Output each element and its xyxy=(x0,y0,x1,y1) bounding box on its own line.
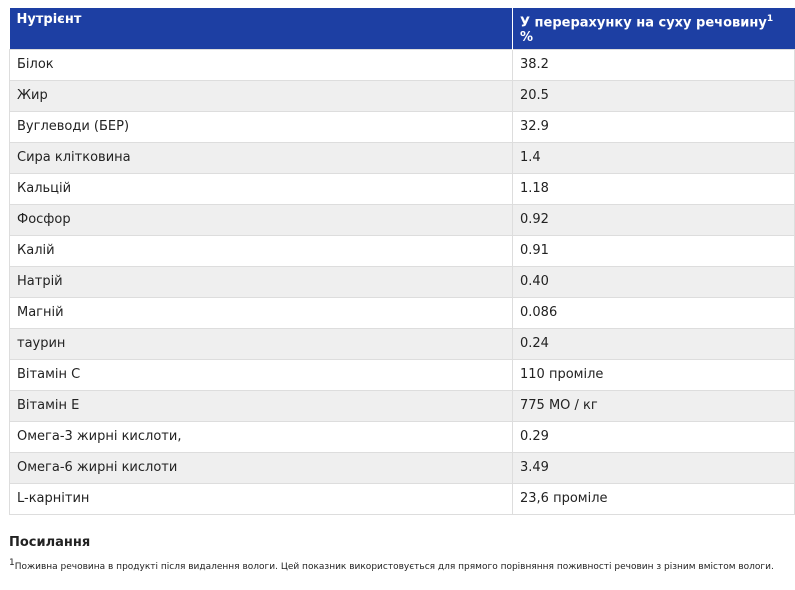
header-cell: Нутрієнт xyxy=(9,8,513,50)
table-row: Кальцій 1.18 xyxy=(9,173,795,206)
footnote-marker: 1 xyxy=(766,14,774,24)
nutrient-value: 0.24 xyxy=(512,328,795,361)
nutrient-value: 1.4 xyxy=(512,142,795,175)
nutrient-value: 20.5 xyxy=(512,80,795,113)
footnote-marker: 1 xyxy=(9,558,15,568)
header-cell: У перерахунку на суху речовину1% xyxy=(512,8,795,50)
nutrient-value: 775 МО / кг xyxy=(512,390,795,423)
nutrient-value: 1.18 xyxy=(512,173,795,206)
nutrient-name: Натрій xyxy=(9,266,513,299)
nutrient-name: Омега-6 жирні кислоти xyxy=(9,452,513,485)
nutrient-name: Омега-3 жирні кислоти, xyxy=(9,421,513,454)
nutrient-name: Фосфор xyxy=(9,204,513,237)
footnote: 1Поживна речовина в продукті після видал… xyxy=(9,558,789,572)
nutrient-value: 0.92 xyxy=(512,204,795,237)
header-text: У перерахунку на суху речовину xyxy=(520,15,767,31)
table-row: Вітамін С 110 проміле xyxy=(9,359,795,392)
nutrient-value: 0.40 xyxy=(512,266,795,299)
table-row: Сира клітковина 1.4 xyxy=(9,142,795,175)
nutrient-name: Вітамін Е xyxy=(9,390,513,423)
nutrient-name: Вуглеводи (БЕР) xyxy=(9,111,513,144)
nutrient-name: Жир xyxy=(9,80,513,113)
table-body: Білок 38.2 Жир 20.5 Вуглеводи (БЕР) 32.9 Сира … xyxy=(9,49,795,516)
nutrient-value: 0.086 xyxy=(512,297,795,330)
nutrient-value: 32.9 xyxy=(512,111,795,144)
nutrient-name: Білок xyxy=(9,49,513,82)
references: Посилання 1Поживна речовина в продукті п… xyxy=(9,535,789,572)
table-row: Білок 38.2 xyxy=(9,49,795,82)
table-row: Магній 0.086 xyxy=(9,297,795,330)
table-row: Натрій 0.40 xyxy=(9,266,795,299)
nutrient-name: L-карнітин xyxy=(9,483,513,516)
nutrient-value: 0.29 xyxy=(512,421,795,454)
header-unit: % xyxy=(520,30,534,46)
nutrient-table: Нутрієнт У перерахунку на суху речовину1… xyxy=(9,8,795,516)
nutrient-value: 110 проміле xyxy=(512,359,795,392)
table-row: Жир 20.5 xyxy=(9,80,795,113)
nutrient-value: 0.91 xyxy=(512,235,795,268)
table-row: L-карнітин 23,6 проміле xyxy=(9,483,795,516)
nutrient-value: 23,6 проміле xyxy=(512,483,795,516)
nutrient-name: Кальцій xyxy=(9,173,513,206)
header-row: Нутрієнт У перерахунку на суху речовину1… xyxy=(9,8,795,50)
nutrient-value: 38.2 xyxy=(512,49,795,82)
nutrient-value: 3.49 xyxy=(512,452,795,485)
nutrient-name: Вітамін С xyxy=(9,359,513,392)
nutrient-name: Калій xyxy=(9,235,513,268)
table-row: таурин 0.24 xyxy=(9,328,795,361)
header-text: Нутрієнт xyxy=(16,12,82,27)
references-title: Посилання xyxy=(9,535,91,550)
table-row: Вітамін Е 775 МО / кг xyxy=(9,390,795,423)
nutrient-name: Сира клітковина xyxy=(9,142,513,175)
footnote-text: Поживна речовина в продукті після видале… xyxy=(14,562,774,572)
table-row: Калій 0.91 xyxy=(9,235,795,268)
table-row: Омега-3 жирні кислоти, 0.29 xyxy=(9,421,795,454)
table-row: Фосфор 0.92 xyxy=(9,204,795,237)
nutrient-name: таурин xyxy=(9,328,513,361)
nutrient-name: Магній xyxy=(9,297,513,330)
table-row: Омега-6 жирні кислоти 3.49 xyxy=(9,452,795,485)
table-row: Вуглеводи (БЕР) 32.9 xyxy=(9,111,795,144)
